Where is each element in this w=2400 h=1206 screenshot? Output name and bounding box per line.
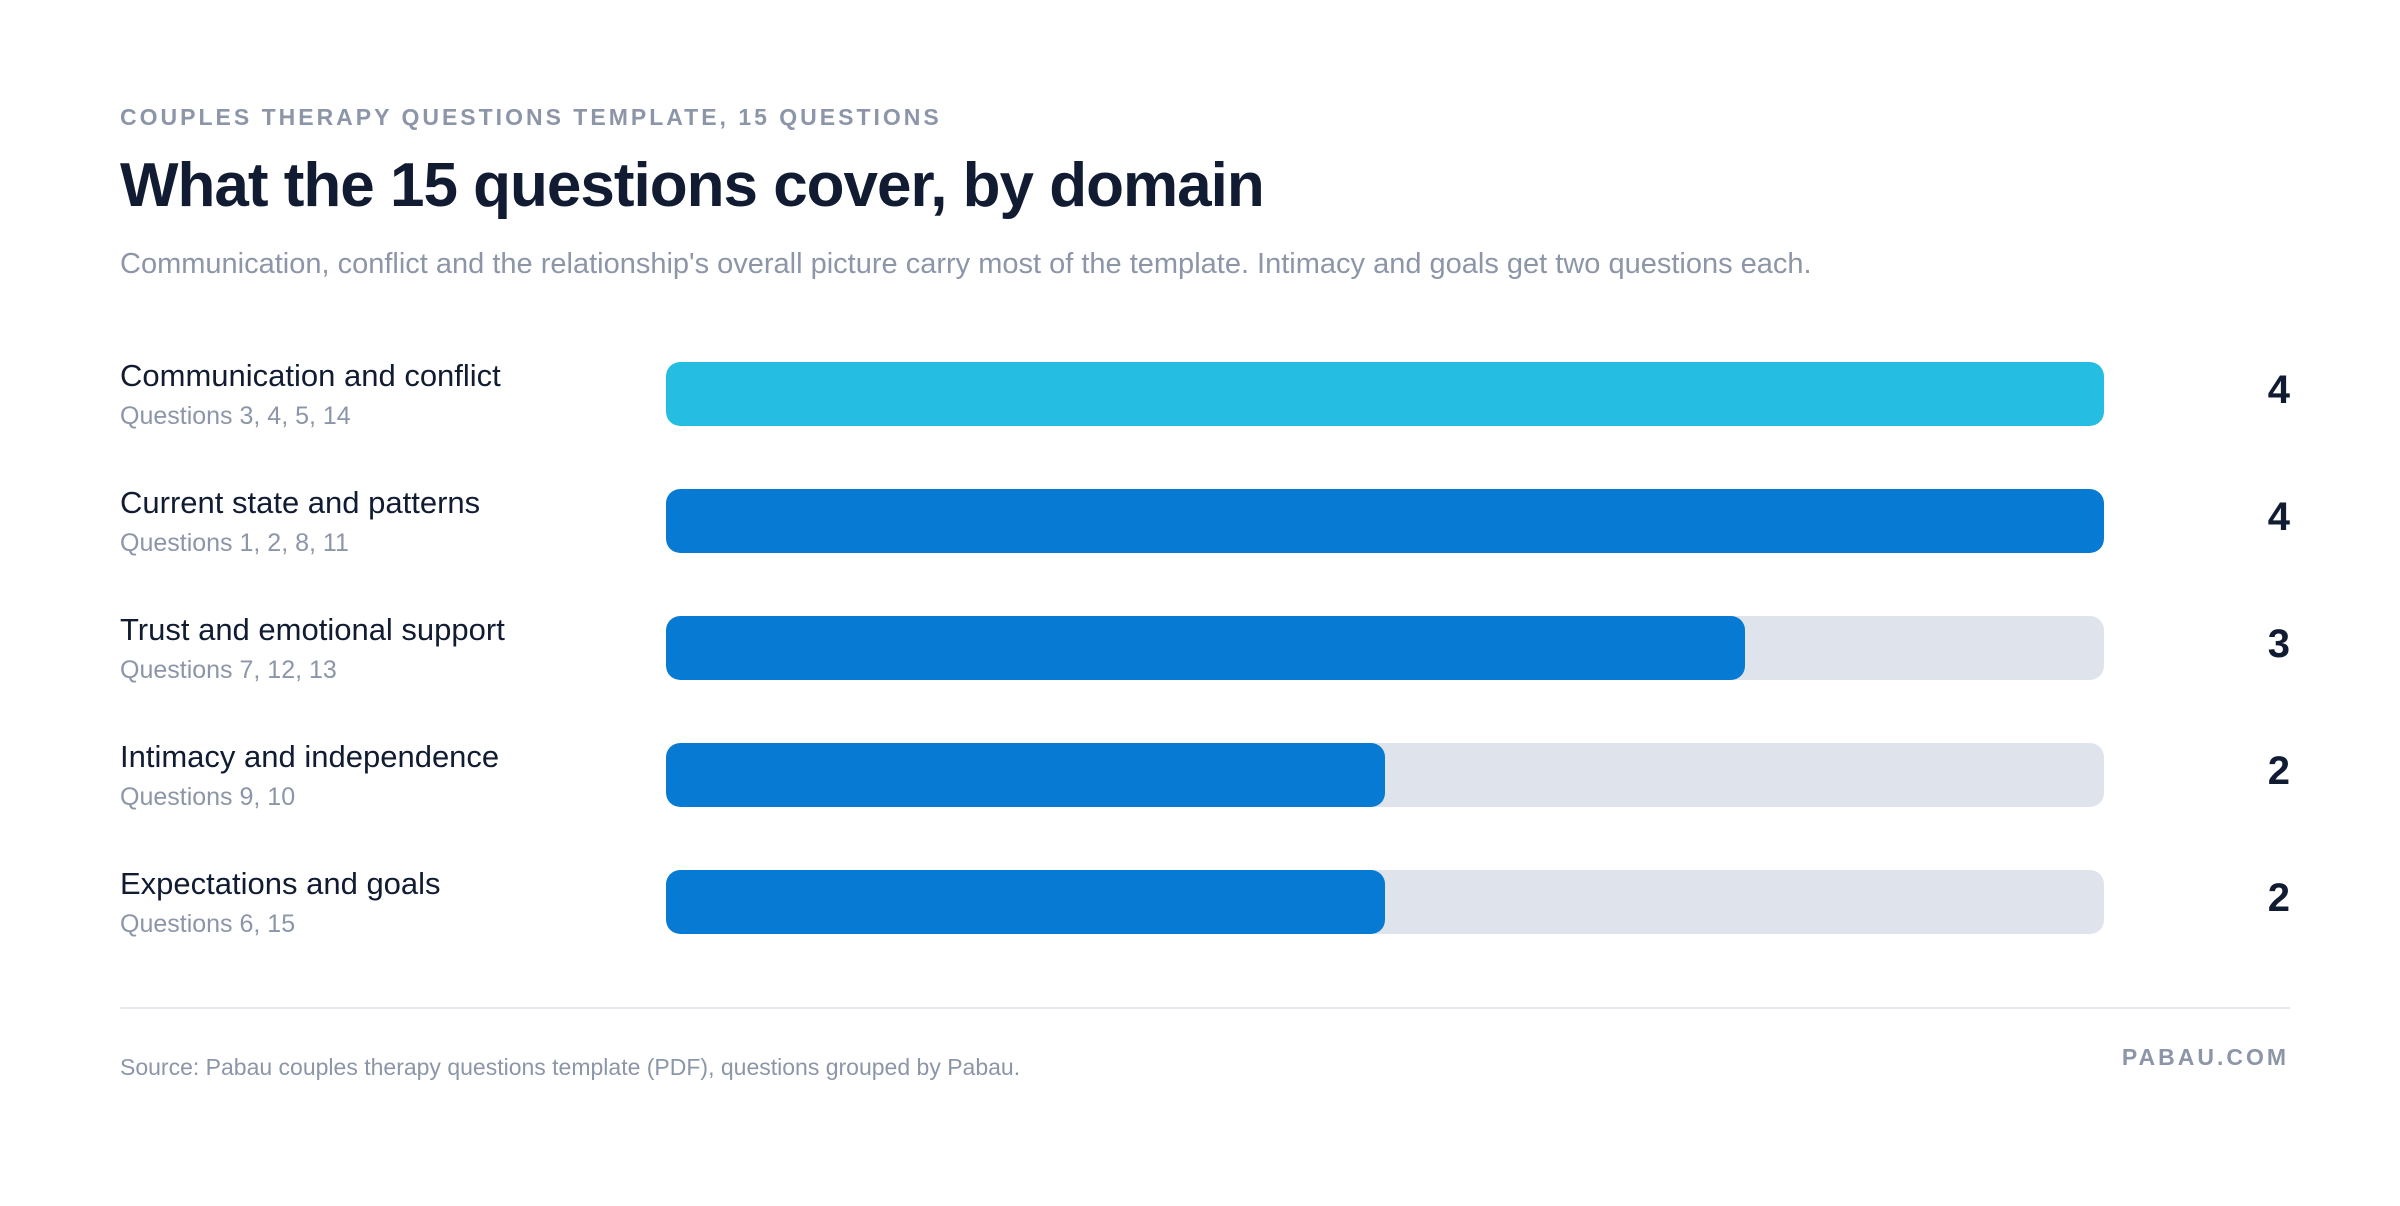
bar — [666, 489, 2104, 553]
bar-track — [666, 870, 2104, 934]
value-label: 2 — [2267, 876, 2290, 920]
value-label: 4 — [2267, 368, 2290, 412]
source-note: Source: Pabau couples therapy questions … — [120, 1054, 1021, 1080]
bar-row: Intimacy and independence Questions 9, 10… — [0, 739, 2400, 839]
chart-title: What the 15 questions cover, by domain — [120, 151, 1265, 220]
bar-track — [666, 616, 2104, 680]
bar — [666, 870, 1385, 934]
value-label: 3 — [2267, 622, 2290, 666]
footer-divider — [120, 1007, 2290, 1009]
chart-eyebrow: COUPLES THERAPY QUESTIONS TEMPLATE, 15 Q… — [120, 104, 942, 130]
category-questions: Questions 3, 4, 5, 14 — [120, 402, 351, 430]
value-label: 2 — [2267, 749, 2290, 793]
category-label: Expectations and goals — [120, 866, 441, 901]
chart-subtitle: Communication, conflict and the relation… — [120, 248, 1812, 280]
bar-row: Trust and emotional support Questions 7, … — [0, 612, 2400, 712]
category-label: Intimacy and independence — [120, 739, 500, 774]
brand-label: PABAU.COM — [2121, 1044, 2289, 1070]
category-label: Trust and emotional support — [120, 612, 505, 647]
category-questions: Questions 6, 15 — [120, 910, 296, 938]
bar-track — [666, 362, 2104, 426]
category-questions: Questions 9, 10 — [120, 783, 296, 811]
category-questions: Questions 7, 12, 13 — [120, 656, 337, 684]
bar-row: Communication and conflict Questions 3, 4… — [0, 358, 2400, 458]
category-questions: Questions 1, 2, 8, 11 — [120, 529, 349, 557]
value-label: 4 — [2267, 495, 2290, 539]
category-label: Current state and patterns — [120, 485, 481, 520]
bar-row: Current state and patterns Questions 1, 2… — [0, 485, 2400, 585]
category-label: Communication and conflict — [120, 358, 501, 393]
bar-row: Expectations and goals Questions 6, 15 2 — [0, 866, 2400, 966]
bar — [666, 616, 1745, 680]
bar-track — [666, 489, 2104, 553]
bar — [666, 362, 2104, 426]
bar — [666, 743, 1385, 807]
bar-track — [666, 743, 2104, 807]
